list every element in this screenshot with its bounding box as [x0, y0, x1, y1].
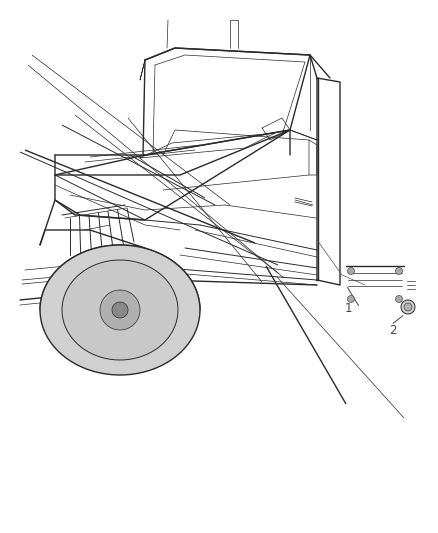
Circle shape: [404, 303, 412, 311]
Polygon shape: [100, 290, 140, 330]
Polygon shape: [75, 115, 278, 273]
Text: 2: 2: [389, 324, 397, 336]
Circle shape: [396, 295, 403, 303]
Polygon shape: [32, 55, 230, 205]
Text: 1: 1: [344, 302, 352, 314]
Polygon shape: [277, 277, 404, 418]
Polygon shape: [62, 125, 215, 205]
Polygon shape: [62, 260, 178, 360]
Circle shape: [396, 268, 403, 274]
Circle shape: [347, 268, 354, 274]
Polygon shape: [266, 266, 346, 404]
Circle shape: [401, 300, 415, 314]
Polygon shape: [25, 150, 255, 243]
Circle shape: [347, 295, 354, 303]
Polygon shape: [20, 152, 278, 265]
Polygon shape: [28, 65, 284, 278]
Polygon shape: [40, 245, 200, 375]
Polygon shape: [112, 302, 128, 318]
Polygon shape: [128, 118, 262, 282]
Polygon shape: [130, 155, 205, 198]
